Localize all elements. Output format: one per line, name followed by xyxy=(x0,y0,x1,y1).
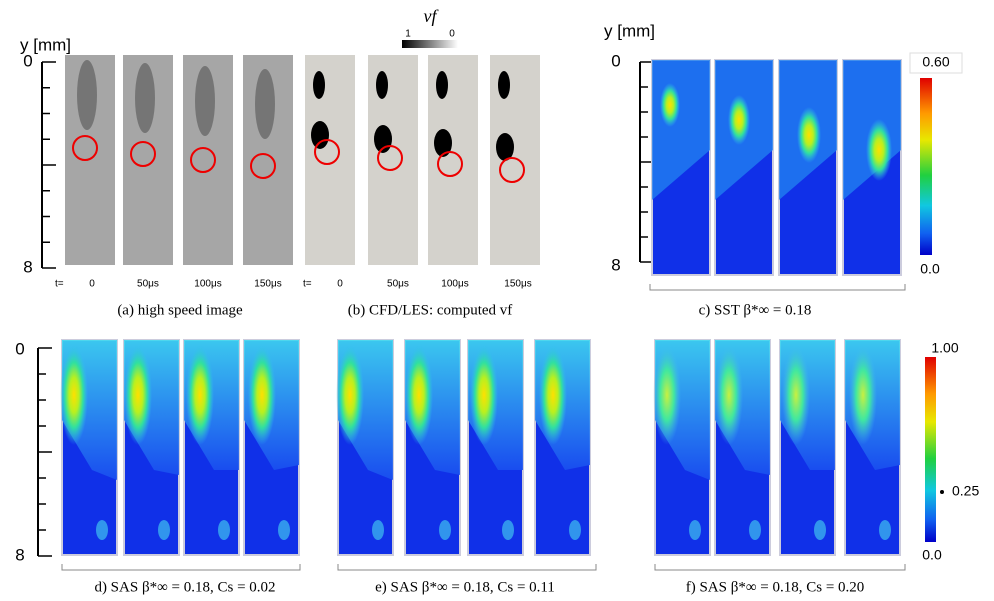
time: 150μs xyxy=(504,279,531,290)
contour-spot xyxy=(749,520,761,540)
axis-tick: 8 xyxy=(23,257,32,276)
contour-spot xyxy=(569,520,581,540)
colorbar-min: 0.0 xyxy=(922,547,942,563)
contour-spot xyxy=(502,520,514,540)
contour-hot xyxy=(405,345,433,445)
time-prefix: t= xyxy=(55,279,64,290)
caption: (a) high speed image xyxy=(117,302,243,318)
shadow xyxy=(195,66,215,136)
vapor xyxy=(498,71,510,99)
contour-spot xyxy=(689,520,701,540)
contour-hot xyxy=(715,345,743,445)
contour-hot xyxy=(653,345,681,445)
axis-tick: 8 xyxy=(15,545,24,564)
vapor xyxy=(436,71,448,99)
colorbar-max: 1.00 xyxy=(931,340,958,356)
time: 0 xyxy=(337,279,343,290)
vapor xyxy=(311,121,329,149)
caption: d) SAS β*∞ = 0.18, Cs = 0.02 xyxy=(94,579,275,595)
vf-label: vf xyxy=(424,6,440,26)
contour-hot xyxy=(186,345,214,445)
contour-hot xyxy=(660,83,680,127)
vf-max: 1 xyxy=(405,29,411,40)
contour-hot xyxy=(866,119,892,181)
contour-hot xyxy=(849,345,877,445)
axis-title: y [mm] xyxy=(604,21,655,40)
vf-min: 0 xyxy=(449,29,455,40)
shadow xyxy=(135,63,155,133)
vf-strip xyxy=(305,55,355,265)
contour-hot xyxy=(797,107,821,163)
contour-spot xyxy=(879,520,891,540)
shadow xyxy=(255,69,275,139)
contour-hot xyxy=(728,95,750,145)
vf-strip xyxy=(368,55,418,265)
colorbar-min: 0.0 xyxy=(920,261,940,277)
contour-spot xyxy=(372,520,384,540)
vf-strip xyxy=(490,55,540,265)
figure: vf 1 0 y [mm] 0 8 y [mm] 0 8 0 8 0.60 0.… xyxy=(0,0,994,601)
vf-strip xyxy=(428,55,478,265)
contour-spot xyxy=(218,520,230,540)
contour-hot xyxy=(470,345,498,445)
vapor xyxy=(376,71,388,99)
caption: c) SST β*∞ = 0.18 xyxy=(699,302,812,318)
time: 50μs xyxy=(137,279,159,290)
colorbar xyxy=(920,78,932,255)
caption: e) SAS β*∞ = 0.18, Cs = 0.11 xyxy=(375,579,555,595)
time: 50μs xyxy=(387,279,409,290)
vapor xyxy=(313,71,325,99)
contour-spot xyxy=(96,520,108,540)
contour-spot xyxy=(814,520,826,540)
axis-tick: 0 xyxy=(23,51,32,70)
vf-colorbar xyxy=(402,40,458,48)
time-prefix: t= xyxy=(303,279,312,290)
axis-tick: 8 xyxy=(611,255,620,274)
caption: (b) CFD/LES: computed vf xyxy=(348,302,513,318)
axis-tick: 0 xyxy=(611,51,620,70)
contour-hot xyxy=(124,345,152,445)
shadow xyxy=(77,60,97,130)
bracket xyxy=(338,564,596,570)
contour-spot xyxy=(278,520,290,540)
contour-spot xyxy=(158,520,170,540)
contour-hot xyxy=(248,345,276,445)
bracket xyxy=(650,284,905,290)
time: 100μs xyxy=(441,279,468,290)
colorbar-mid: 0.25 xyxy=(952,483,979,499)
time: 150μs xyxy=(254,279,281,290)
contour-hot xyxy=(782,345,810,445)
contour-spot xyxy=(439,520,451,540)
vapor xyxy=(496,133,514,161)
time: 0 xyxy=(89,279,95,290)
bracket xyxy=(655,564,905,570)
colorbar-max: 0.60 xyxy=(922,54,949,70)
axis-tick: 0 xyxy=(15,339,24,358)
caption: f) SAS β*∞ = 0.18, Cs = 0.20 xyxy=(686,579,865,595)
marker xyxy=(940,490,944,494)
contour-hot xyxy=(336,345,364,445)
colorbar xyxy=(925,357,936,542)
bracket xyxy=(62,564,300,570)
time: 100μs xyxy=(194,279,221,290)
contour-hot xyxy=(539,345,567,445)
contour-hot xyxy=(60,345,88,445)
